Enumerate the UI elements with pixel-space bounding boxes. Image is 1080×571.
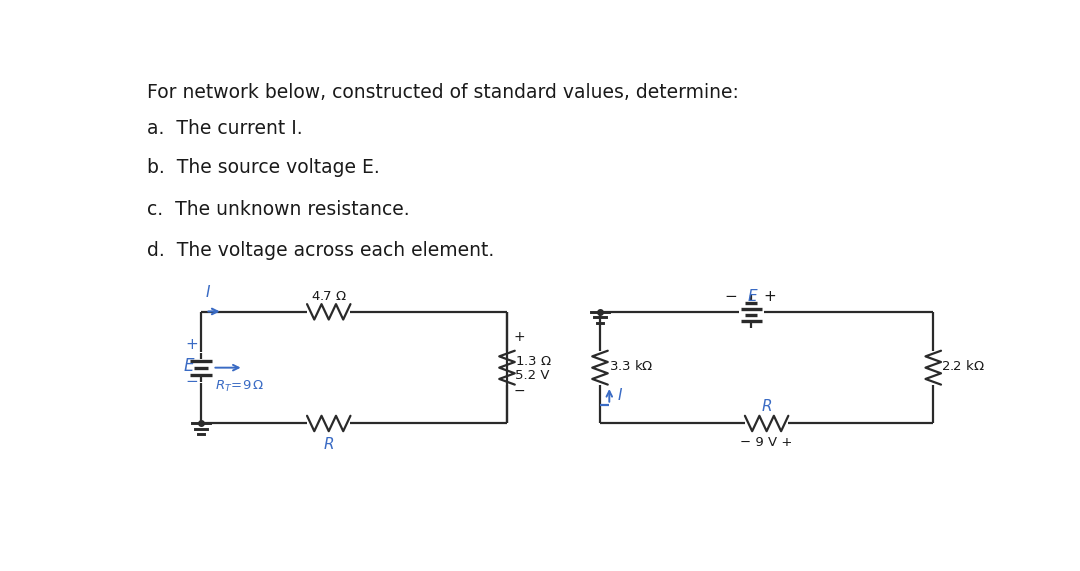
- Text: d.  The voltage across each element.: d. The voltage across each element.: [147, 241, 494, 260]
- Text: −: −: [185, 374, 198, 389]
- Text: $\it{E}$: $\it{E}$: [183, 357, 195, 375]
- Text: b.  The source voltage E.: b. The source voltage E.: [147, 158, 379, 177]
- Text: −: −: [513, 384, 525, 397]
- Text: 5.2 V: 5.2 V: [515, 369, 550, 382]
- Text: 2.2 k$\Omega$: 2.2 k$\Omega$: [941, 359, 985, 373]
- Text: +: +: [185, 337, 198, 352]
- Text: a.  The current I.: a. The current I.: [147, 119, 302, 138]
- Text: +: +: [764, 289, 777, 304]
- Text: c.  The unknown resistance.: c. The unknown resistance.: [147, 200, 409, 219]
- Text: +: +: [513, 331, 525, 344]
- Text: $\it{I}$: $\it{I}$: [205, 284, 212, 300]
- Text: For network below, constructed of standard values, determine:: For network below, constructed of standa…: [147, 83, 739, 102]
- Text: $\it{R}$: $\it{R}$: [761, 398, 772, 414]
- Text: $\it{R}$: $\it{R}$: [323, 436, 335, 452]
- Text: 3.3 k$\Omega$: 3.3 k$\Omega$: [609, 359, 653, 373]
- Text: −: −: [725, 289, 738, 304]
- Text: 1.3 $\Omega$: 1.3 $\Omega$: [515, 355, 552, 368]
- Text: $\it{I}$: $\it{I}$: [617, 387, 623, 403]
- Text: $\it{E}$: $\it{E}$: [747, 288, 758, 304]
- Text: 4.7 $\Omega$: 4.7 $\Omega$: [311, 289, 347, 303]
- Text: $R_T\!=\!9\,\Omega$: $R_T\!=\!9\,\Omega$: [215, 379, 265, 393]
- Text: − 9 V +: − 9 V +: [741, 436, 793, 449]
